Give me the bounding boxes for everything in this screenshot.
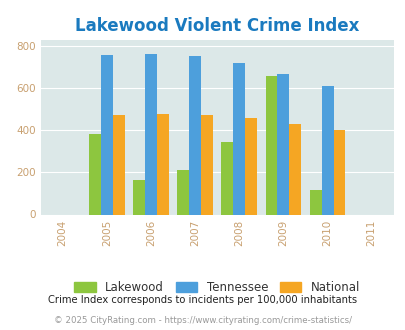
Bar [333,130,345,214]
Text: Crime Index corresponds to incidents per 100,000 inhabitants: Crime Index corresponds to incidents per… [48,295,357,305]
Title: Lakewood Violent Crime Index: Lakewood Violent Crime Index [75,17,358,35]
Bar [89,134,100,214]
Bar [289,124,301,214]
Legend: Lakewood, Tennessee, National: Lakewood, Tennessee, National [70,276,364,299]
Bar [309,190,321,215]
Bar [221,142,233,214]
Bar [157,114,168,214]
Bar [200,115,213,214]
Bar [100,55,113,214]
Bar [177,170,189,214]
Bar [277,74,289,215]
Bar [265,77,277,215]
Bar [133,180,145,214]
Bar [321,85,333,214]
Bar [113,115,124,214]
Bar [145,54,157,214]
Bar [245,118,256,214]
Bar [189,56,200,214]
Text: © 2025 CityRating.com - https://www.cityrating.com/crime-statistics/: © 2025 CityRating.com - https://www.city… [54,315,351,325]
Bar [233,63,245,214]
